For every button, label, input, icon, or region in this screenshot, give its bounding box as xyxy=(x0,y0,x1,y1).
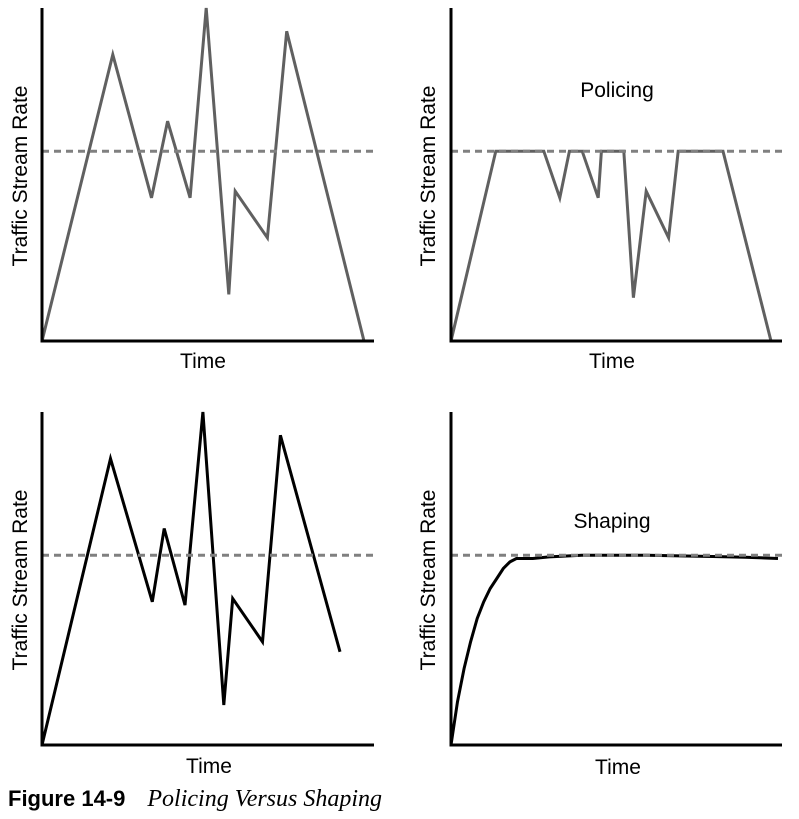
chart-panel-shaping: Time Traffic Stream Rate Shaping xyxy=(417,412,782,779)
figure-caption-text: Policing Versus Shaping xyxy=(147,786,383,812)
chart-panel-unregulated-black: Time Traffic Stream Rate xyxy=(9,411,374,778)
axes xyxy=(449,412,782,747)
y-axis-label: Traffic Stream Rate xyxy=(417,86,440,267)
chart-panel-unregulated-gray: Time Traffic Stream Rate xyxy=(9,7,374,373)
series-line xyxy=(40,7,366,342)
series-line xyxy=(449,553,779,746)
x-axis-label: Time xyxy=(589,350,635,373)
x-axis-label: Time xyxy=(186,755,232,778)
series-line xyxy=(449,149,773,342)
x-axis-label: Time xyxy=(595,756,641,779)
figure-number: Figure 14-9 xyxy=(8,786,126,811)
x-axis-label: Time xyxy=(180,350,226,373)
chart-title: Shaping xyxy=(573,510,650,533)
axes xyxy=(449,8,782,343)
series-line xyxy=(40,411,342,746)
chart-panel-policing: Time Traffic Stream Rate Policing xyxy=(417,8,782,373)
axes xyxy=(40,412,374,747)
series-area-fill xyxy=(451,151,771,341)
figure-caption: Figure 14-9 Policing Versus Shaping xyxy=(8,786,382,813)
y-axis-label: Traffic Stream Rate xyxy=(9,490,32,671)
y-axis-label: Traffic Stream Rate xyxy=(417,490,440,671)
chart-title: Policing xyxy=(580,79,654,102)
y-axis-label: Traffic Stream Rate xyxy=(9,86,32,267)
axes xyxy=(40,8,374,343)
